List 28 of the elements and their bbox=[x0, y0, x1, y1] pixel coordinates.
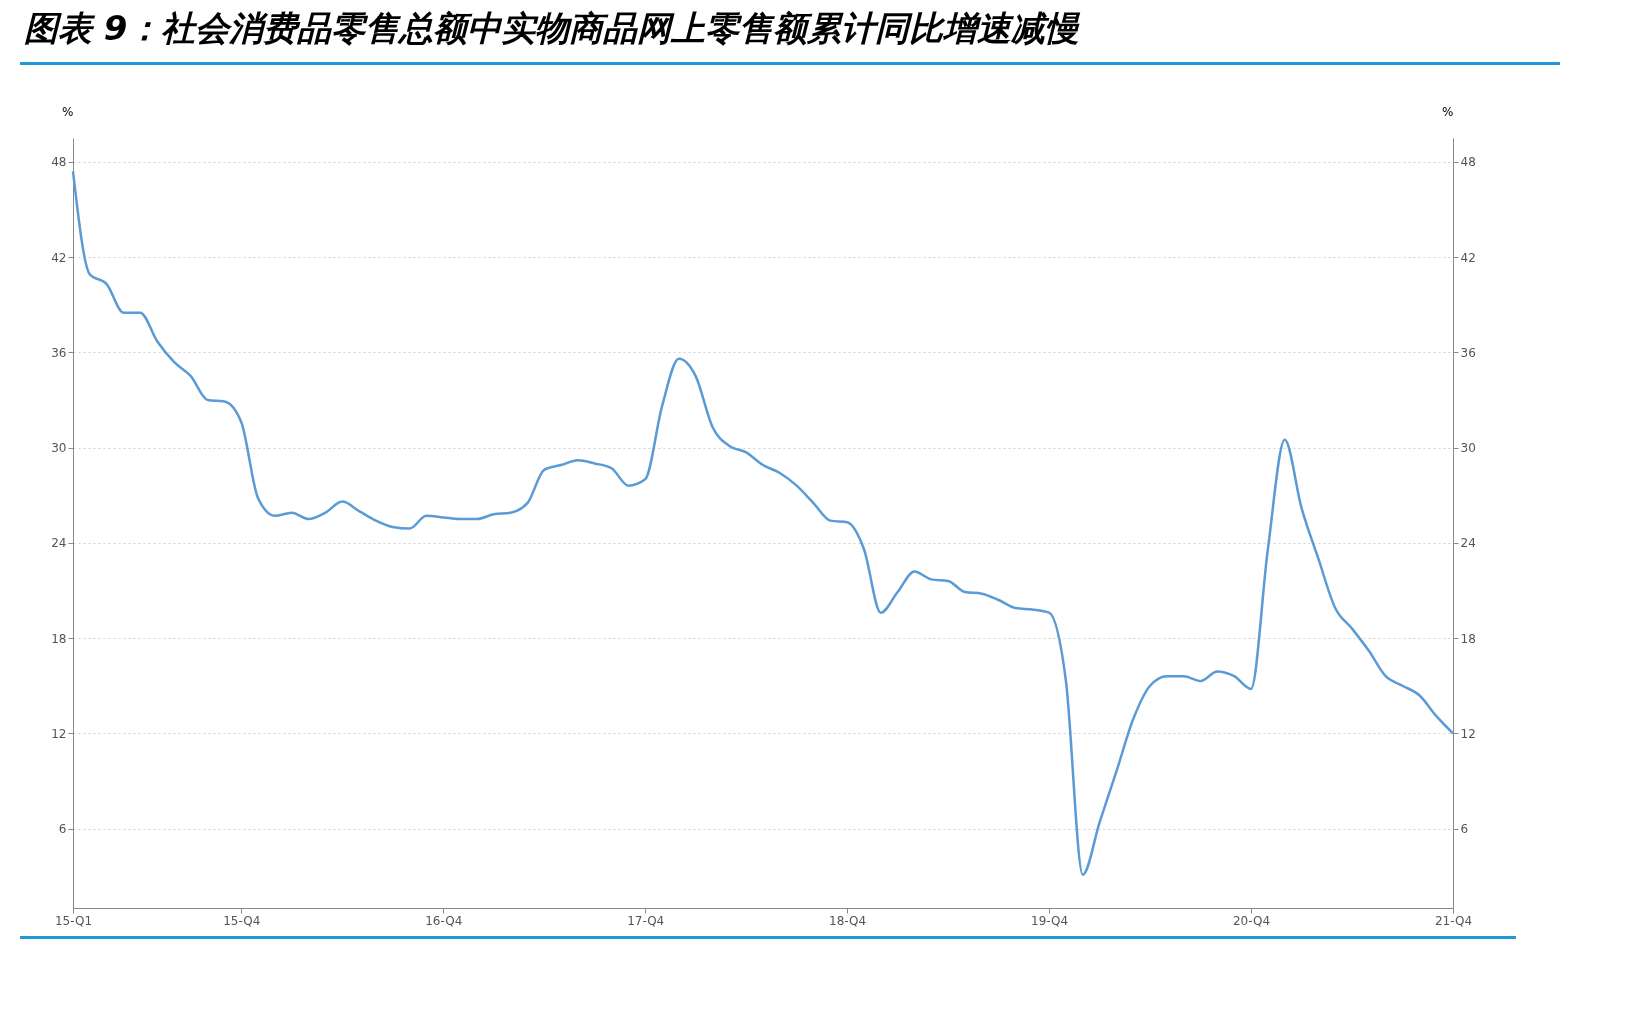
y-tick-label: 18 bbox=[51, 631, 67, 646]
y-axis-title: % bbox=[62, 104, 74, 119]
y2-tick-label: 30 bbox=[1460, 441, 1476, 456]
x-tick-label: 20-Q4 bbox=[1232, 913, 1271, 928]
x-tick-label: 15-Q4 bbox=[223, 913, 261, 928]
x-tick-label: 19-Q4 bbox=[1031, 913, 1069, 928]
y2-tick-label: 12 bbox=[1460, 726, 1476, 741]
y2-tick-label: 48 bbox=[1460, 155, 1476, 170]
y2-tick-label: 42 bbox=[1460, 250, 1476, 265]
y-tick-label: 6 bbox=[58, 822, 67, 837]
y-tick-label: 24 bbox=[51, 536, 67, 551]
y-tick-label: 48 bbox=[51, 155, 67, 170]
y2-tick-label: 6 bbox=[1460, 822, 1469, 837]
y-tick-label: 42 bbox=[51, 250, 67, 265]
y2-tick-label: 24 bbox=[1460, 536, 1476, 551]
y2-tick-label: 36 bbox=[1460, 345, 1476, 360]
y2-axis-title: % bbox=[1442, 104, 1454, 119]
x-tick-label: 16-Q4 bbox=[425, 913, 463, 928]
y2-tick-label: 18 bbox=[1460, 631, 1476, 646]
y-tick-label: 36 bbox=[51, 345, 67, 360]
x-tick-label: 18-Q4 bbox=[829, 913, 867, 928]
x-tick-label: 17-Q4 bbox=[627, 913, 665, 928]
x-tick-label: 21-Q4 bbox=[1434, 913, 1473, 928]
y-tick-label: 30 bbox=[51, 441, 67, 456]
x-tick-label: 15-Q1 bbox=[54, 913, 93, 928]
chart-title: 图表 9：社会消费品零售总额中实物商品网上零售额累计同比增速减慢 bbox=[20, 0, 1560, 65]
line-series bbox=[71, 170, 1455, 876]
y-tick-label: 12 bbox=[51, 726, 67, 741]
